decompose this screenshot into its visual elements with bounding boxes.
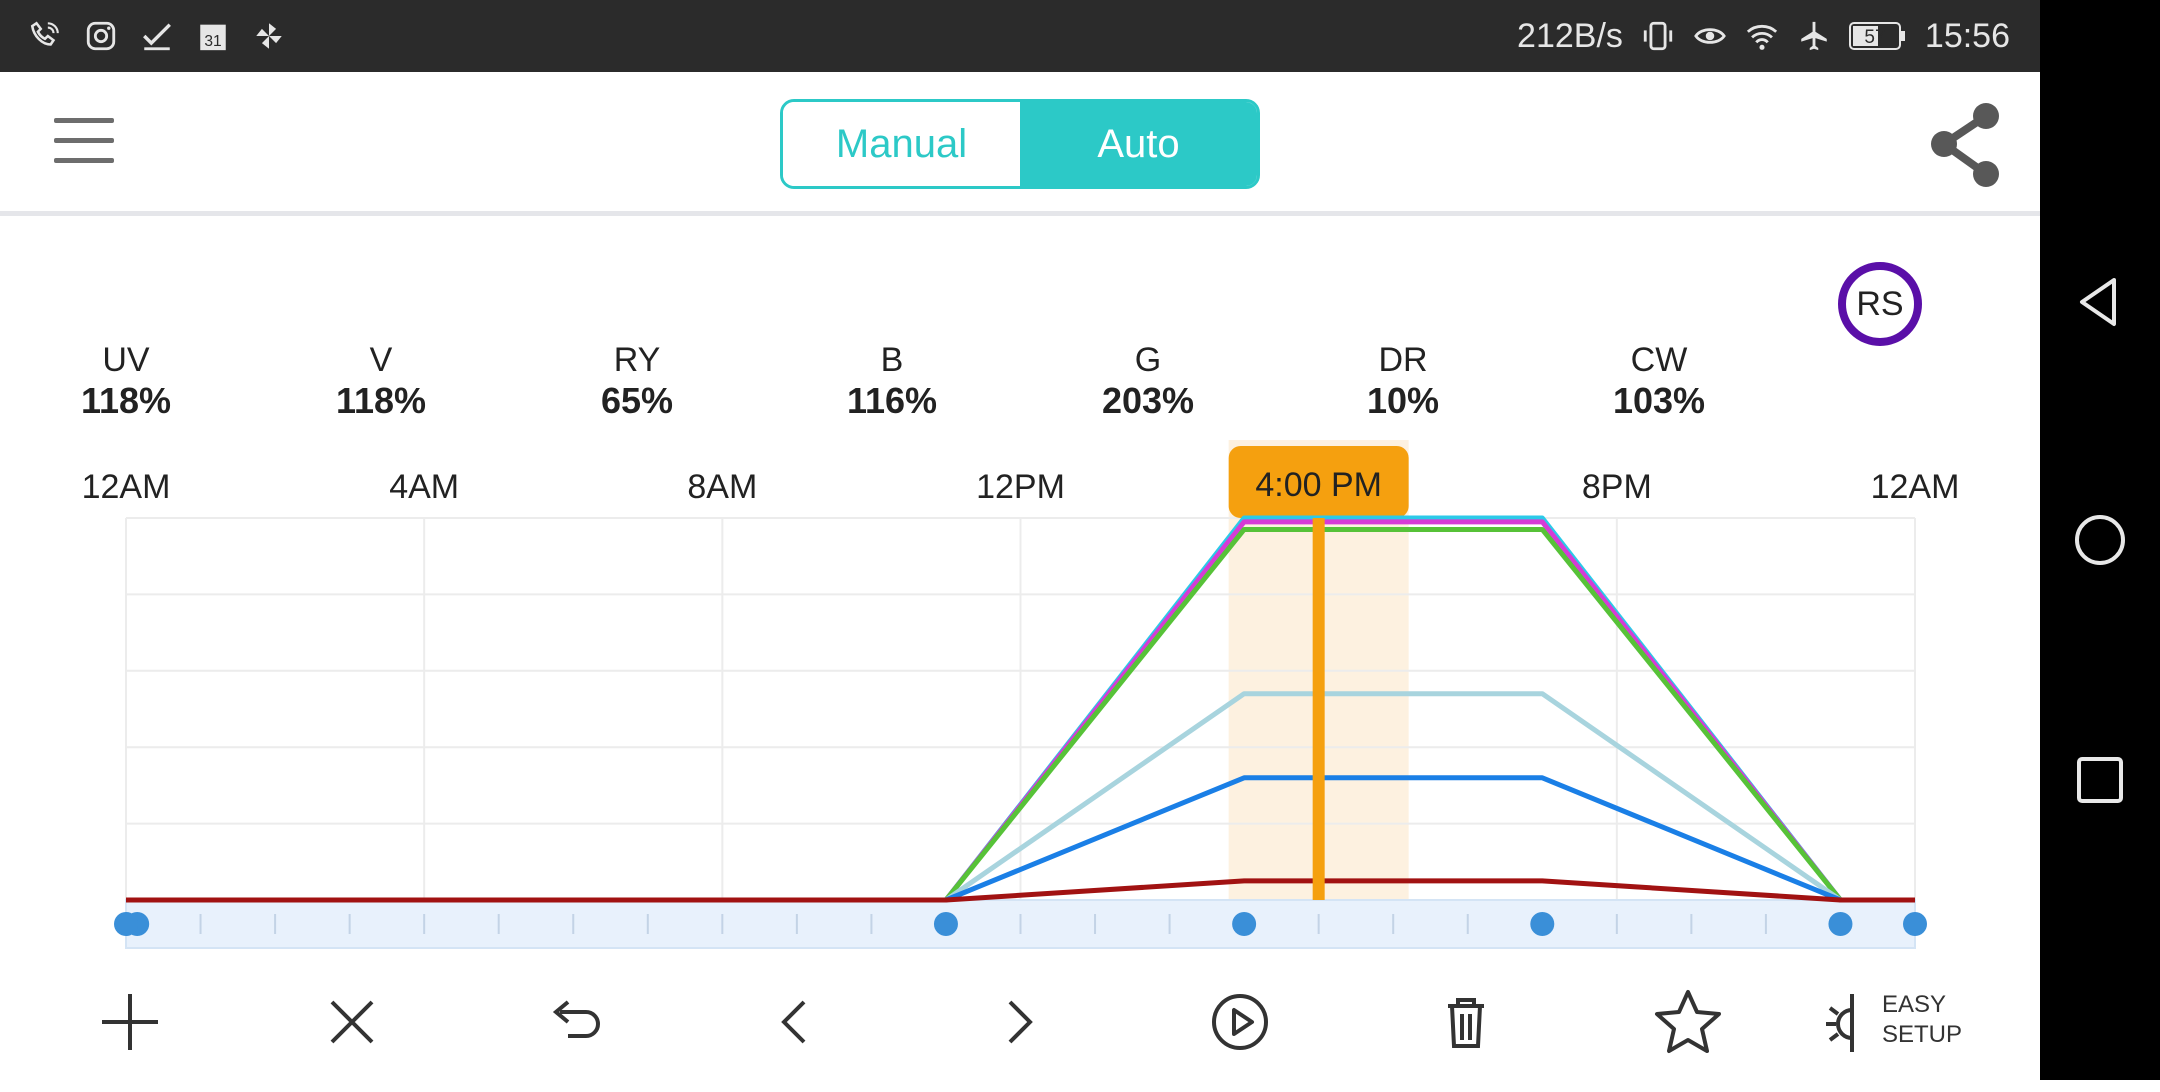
share-icon[interactable]	[1928, 102, 2004, 188]
channel-label: V	[369, 341, 393, 379]
undo-icon[interactable]	[534, 982, 614, 1062]
channel-dr[interactable]: DR 10%	[1323, 340, 1483, 422]
mode-auto-button[interactable]: Auto	[1020, 102, 1257, 186]
channel-value: 65%	[600, 380, 674, 421]
play-icon[interactable]	[1200, 982, 1280, 1062]
channel-readouts: UV 118% V 118% RY 65% B 116% G 203% DR 10% CW 103%	[0, 268, 2040, 421]
channel-label: G	[1134, 341, 1162, 379]
network-speed: 212B/s	[1517, 16, 1623, 55]
control-point[interactable]	[1903, 912, 1927, 936]
pinwheel-icon	[256, 23, 282, 49]
wifi-icon	[1746, 24, 1778, 50]
bottom-toolbar: EASY SETUP	[0, 952, 2040, 1092]
trash-icon[interactable]	[1426, 982, 1506, 1062]
next-icon[interactable]	[978, 982, 1058, 1062]
vibrate-icon	[1643, 21, 1673, 51]
mode-toggle: Manual Auto	[780, 99, 1260, 189]
control-point[interactable]	[933, 912, 958, 936]
easy-setup-label-2: SETUP	[1882, 1021, 1963, 1048]
x-tick-label: 4AM	[389, 468, 459, 506]
app-screen: Manual Auto UV 118% V 118% RY 65% B 116% G 203% DR…	[0, 72, 2040, 1080]
phone-call-icon	[30, 21, 59, 46]
channel-v[interactable]: V 118%	[301, 340, 461, 422]
channel-value: 103%	[1612, 380, 1706, 421]
battery-level: 57	[1864, 27, 1885, 48]
instagram-icon	[86, 21, 116, 51]
easy-setup-button[interactable]: EASY SETUP	[1820, 986, 1980, 1060]
airplane-mode-icon	[1801, 21, 1827, 51]
recents-nav-icon[interactable]	[2070, 750, 2130, 810]
control-point[interactable]	[1828, 912, 1853, 936]
easy-setup-label-1: EASY	[1882, 991, 1947, 1018]
svg-text:31: 31	[204, 33, 221, 50]
current-time-label: 4:00 PM	[1255, 466, 1382, 504]
x-tick-label: 12AM	[82, 468, 171, 506]
series-line-6	[126, 878, 1915, 903]
channel-value: 116%	[846, 380, 938, 421]
clock: 15:56	[1924, 16, 2010, 55]
rs-button[interactable]: RS	[1838, 262, 1922, 346]
status-bar: 31 212B/s 57 15:56	[0, 0, 2040, 72]
back-nav-icon[interactable]	[2070, 272, 2130, 332]
x-tick-label: 12AM	[1871, 468, 1960, 506]
x-tick-label: 12PM	[976, 468, 1065, 506]
control-point[interactable]	[1232, 912, 1257, 936]
previous-icon[interactable]	[756, 982, 836, 1062]
star-icon[interactable]	[1648, 982, 1728, 1062]
app-header: Manual Auto	[0, 72, 2040, 216]
channel-value: 118%	[335, 380, 427, 421]
home-nav-icon[interactable]	[2070, 510, 2130, 570]
x-tick-label: 8AM	[687, 468, 757, 506]
close-icon[interactable]	[312, 982, 392, 1062]
system-nav-bar	[2040, 0, 2160, 1080]
calendar-icon: 31	[200, 24, 226, 51]
eye-comfort-icon	[1694, 28, 1726, 44]
channel-label: B	[880, 341, 904, 379]
control-point[interactable]	[1530, 912, 1555, 936]
schedule-chart[interactable]: 12AM 4AM 8AM 12PM 8PM 12AM 4:00 PM	[0, 372, 2040, 972]
channel-b[interactable]: B 116%	[812, 340, 972, 422]
channel-label: CW	[1630, 341, 1688, 379]
x-tick-label: 8PM	[1582, 468, 1652, 506]
channel-value: 10%	[1366, 380, 1440, 421]
battery-icon: 57	[1848, 22, 1905, 50]
checkmark-task-icon	[143, 23, 171, 51]
mode-manual-button[interactable]: Manual	[783, 102, 1020, 186]
add-icon[interactable]	[90, 982, 170, 1062]
channel-value: 118%	[80, 380, 172, 421]
menu-icon[interactable]	[54, 118, 114, 164]
channel-label: RY	[613, 341, 661, 379]
easy-setup-icon	[1826, 994, 1854, 1052]
channel-uv[interactable]: UV 118%	[46, 340, 206, 422]
channel-ry[interactable]: RY 65%	[557, 340, 717, 422]
channel-label: UV	[102, 341, 150, 379]
control-point[interactable]	[114, 912, 138, 936]
channel-g[interactable]: G 203%	[1068, 340, 1228, 422]
current-time-badge	[1228, 446, 1409, 518]
channel-label: DR	[1378, 341, 1428, 379]
channel-value: 203%	[1101, 380, 1195, 421]
current-time-cursor	[1312, 518, 1325, 900]
channel-cw[interactable]: CW 103%	[1579, 340, 1739, 422]
